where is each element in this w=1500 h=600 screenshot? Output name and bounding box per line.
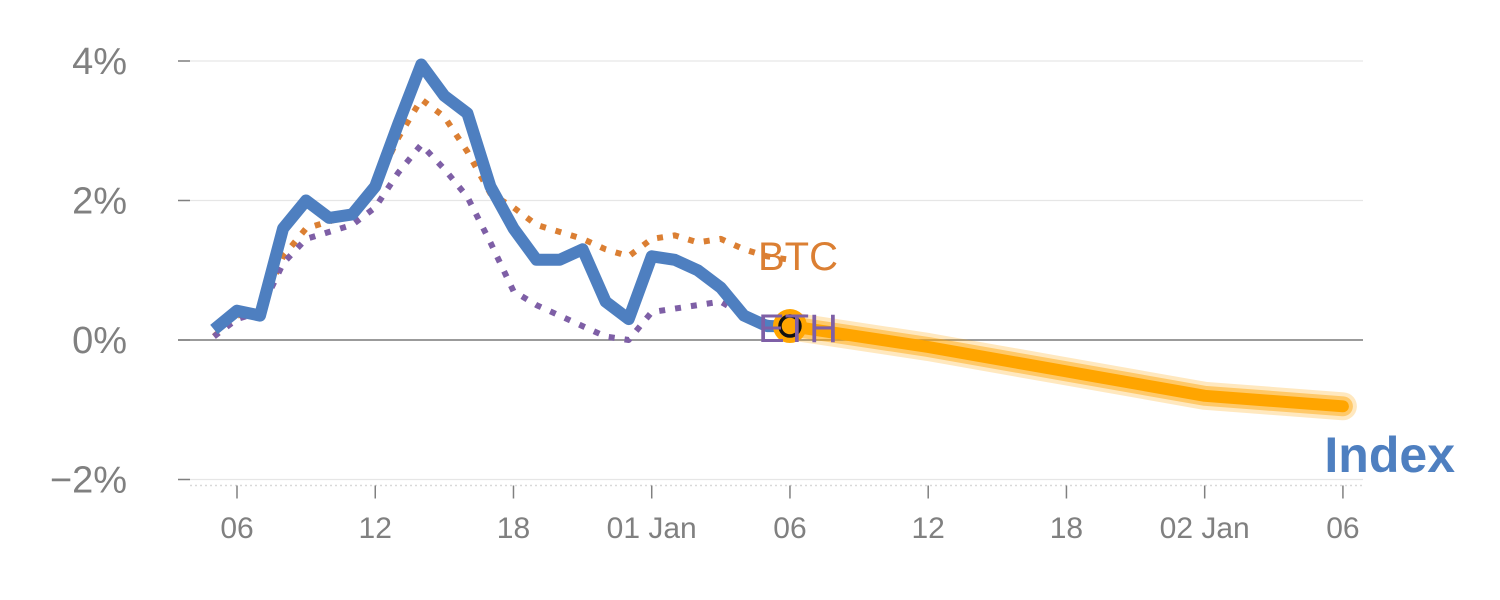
x-tick-label: 18 — [1050, 512, 1083, 545]
index-series-label: Index — [1324, 427, 1455, 483]
x-tick-label: 12 — [912, 512, 945, 545]
y-tick-label: 2% — [72, 181, 127, 223]
series-layer — [210, 58, 1357, 421]
x-tick-label: 18 — [497, 512, 530, 545]
y-tick-label: −2% — [50, 460, 127, 502]
marker-layer — [772, 309, 807, 344]
label-layer: BTC ETH Index — [758, 235, 1455, 483]
grid-layer — [178, 60, 1363, 487]
tick-layer: 4% 2% 0% −2% 06 12 18 01 Jan 06 12 18 02 Jan 06 — [50, 41, 1360, 545]
x-tick-label: 06 — [1326, 512, 1359, 545]
eth-series-label: ETH — [758, 307, 838, 351]
x-tick-label: 06 — [773, 512, 806, 545]
x-tick-label: 01 Jan — [607, 512, 697, 545]
index-line — [210, 58, 790, 335]
btc-series-label: BTC — [758, 235, 838, 279]
eth-line — [212, 141, 791, 343]
y-tick-label: 4% — [72, 41, 127, 83]
y-tick-label: 0% — [72, 320, 127, 362]
x-tick-label: 12 — [359, 512, 392, 545]
forecast-band — [784, 320, 1349, 413]
x-tick-label: 02 Jan — [1160, 512, 1250, 545]
current-point-marker — [778, 314, 802, 338]
x-tick-label: 06 — [220, 512, 253, 545]
